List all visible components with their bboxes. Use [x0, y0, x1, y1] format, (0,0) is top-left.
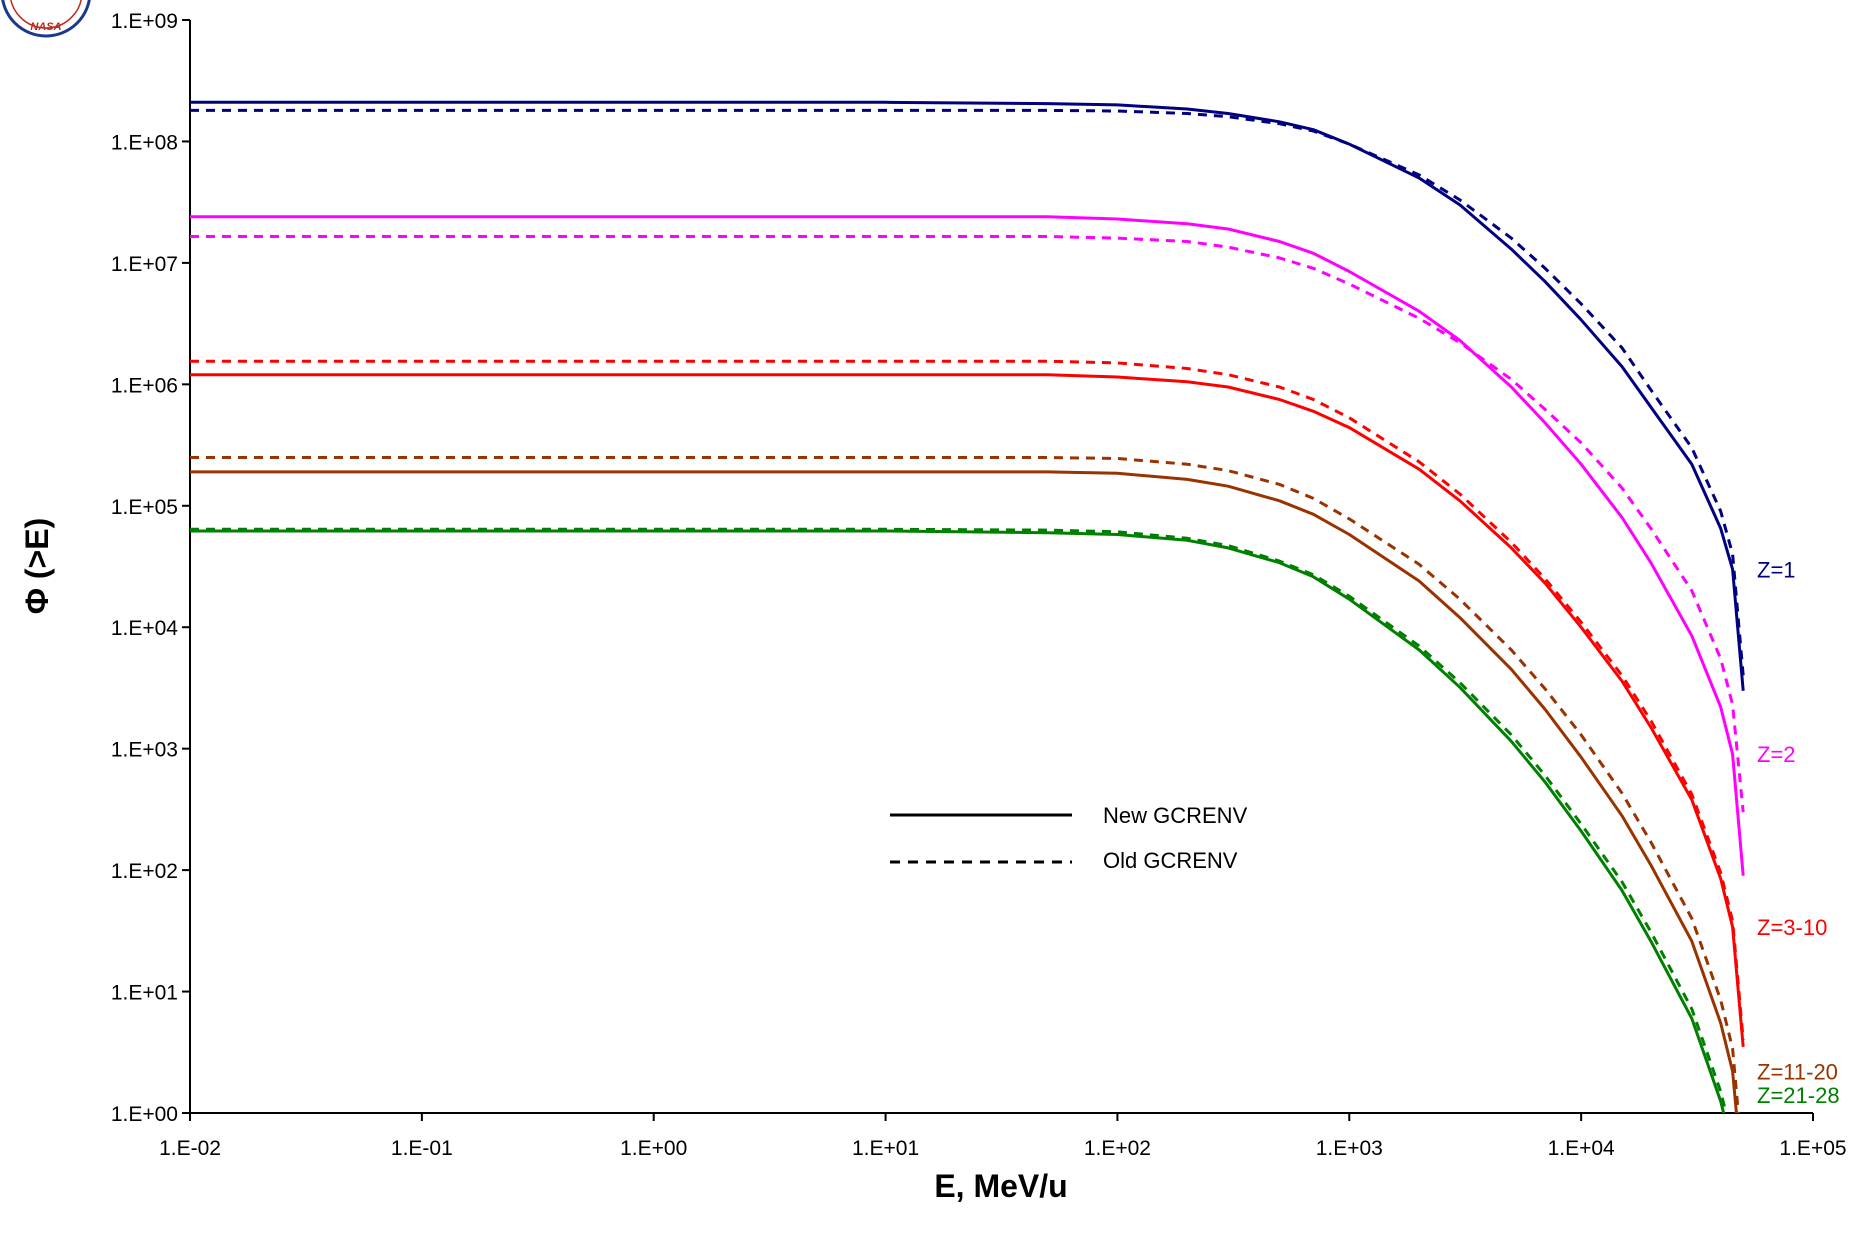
series-label: Z=3-10: [1757, 915, 1827, 940]
series-label: Z=11-20: [1757, 1059, 1838, 1084]
x-axis-title: E, MeV/u: [934, 1168, 1067, 1204]
y-axis-title: Φ (>E): [19, 518, 55, 615]
x-axis-ticks: 1.E-02 1.E-01 1.E+00 1.E+01 1.E+02 1.E+03 1.E+…: [159, 1113, 1847, 1160]
x-tick-label: 1.E-02: [159, 1137, 221, 1160]
series-label: Z=1: [1757, 557, 1796, 582]
x-tick-label: 1.E+05: [1779, 1137, 1846, 1160]
x-tick-label: 1.E+01: [852, 1137, 919, 1160]
y-tick-label: 1.E+09: [111, 10, 178, 33]
x-tick-label: 1.E-01: [391, 1137, 453, 1160]
y-axis-ticks: 1.E+00 1.E+01 1.E+02 1.E+03 1.E+04 1.E+05 1.E+…: [111, 10, 190, 1126]
y-tick-label: 1.E+01: [111, 982, 178, 1005]
series-line-solid: [190, 529, 1726, 1113]
series-line-solid: [190, 373, 1745, 1048]
series-label: Z=21-28: [1757, 1083, 1840, 1108]
x-tick-label: 1.E+04: [1548, 1137, 1615, 1160]
series-lines: [190, 100, 1745, 1113]
legend-label-new: New GCRENV: [1103, 803, 1248, 828]
series-line-dashed: [190, 527, 1728, 1113]
legend-label-old: Old GCRENV: [1103, 848, 1238, 873]
x-tick-label: 1.E+02: [1084, 1137, 1151, 1160]
series-line-dashed: [190, 456, 1740, 1113]
x-tick-label: 1.E+03: [1316, 1137, 1383, 1160]
y-tick-label: 1.E+07: [111, 253, 178, 276]
series-line-solid: [190, 100, 1745, 691]
series-line-solid: [190, 215, 1745, 876]
x-tick-label: 1.E+00: [620, 1137, 687, 1160]
y-tick-label: 1.E+06: [111, 374, 178, 397]
series-line-dashed: [190, 108, 1745, 676]
series-line-dashed: [190, 359, 1745, 1041]
y-tick-label: 1.E+03: [111, 739, 178, 762]
series-line-dashed: [190, 235, 1745, 813]
series-label: Z=2: [1757, 742, 1796, 767]
y-tick-label: 1.E+00: [111, 1103, 178, 1126]
series-line-solid: [190, 470, 1738, 1113]
y-tick-label: 1.E+02: [111, 860, 178, 883]
legend: New GCRENV Old GCRENV: [890, 803, 1248, 873]
series-labels: Z=1 Z=2 Z=3-10 Z=11-20Z=21-28: [1757, 557, 1840, 1108]
y-tick-label: 1.E+05: [111, 496, 178, 519]
y-tick-label: 1.E+04: [111, 617, 178, 640]
y-tick-label: 1.E+08: [111, 131, 178, 154]
nasa-logo: NASA: [1, 0, 91, 38]
nasa-logo-text: NASA: [30, 21, 61, 33]
